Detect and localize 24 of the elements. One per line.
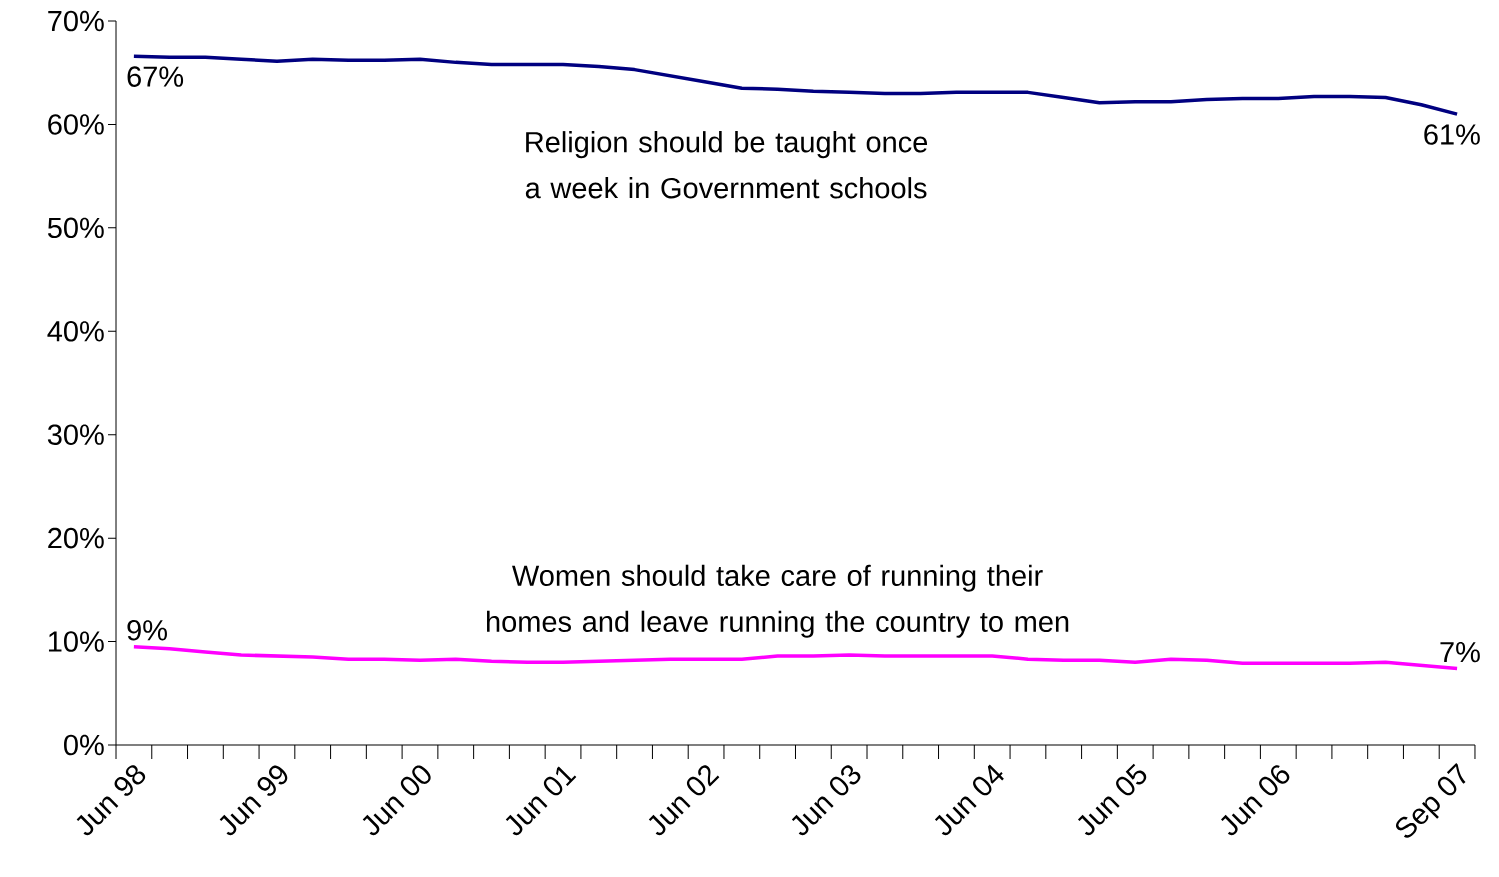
x-tick-label: Jun 99: [219, 765, 288, 836]
data-label: 67%: [127, 66, 184, 87]
y-tick-label: 70%: [48, 10, 104, 32]
x-tick-label: Jun 04: [934, 764, 1004, 836]
x-tick-label: Jun 02: [648, 765, 720, 836]
y-tick-label: 20%: [48, 527, 104, 549]
data-label: 7%: [1440, 641, 1480, 663]
x-tick-label: Sep 07: [1395, 763, 1466, 838]
y-tick-label: 40%: [47, 321, 104, 342]
y-tick-label: 0%: [64, 734, 104, 756]
y-tick-label: 30%: [47, 424, 104, 445]
y-tick-label: 50%: [47, 217, 104, 239]
x-tick-label: Jun 98: [76, 765, 146, 836]
series-label: Women should take care of running their homes and leave running the country to men: [487, 564, 1069, 638]
x-tick-label: Jun 00: [362, 765, 431, 836]
data-label: 61%: [1424, 124, 1480, 145]
data-label: 9%: [127, 620, 167, 641]
x-tick-label: Jun 06: [1221, 765, 1290, 836]
y-tick-label: 60%: [48, 114, 104, 135]
y-tick-label: 10%: [48, 631, 104, 652]
series-label: Religion should be taught once a week in Government schools: [525, 131, 928, 199]
x-tick-label: Jun 05: [1077, 763, 1147, 836]
x-tick-label: Jun 03: [791, 765, 861, 836]
x-tick-label: Jun 01: [505, 766, 577, 836]
